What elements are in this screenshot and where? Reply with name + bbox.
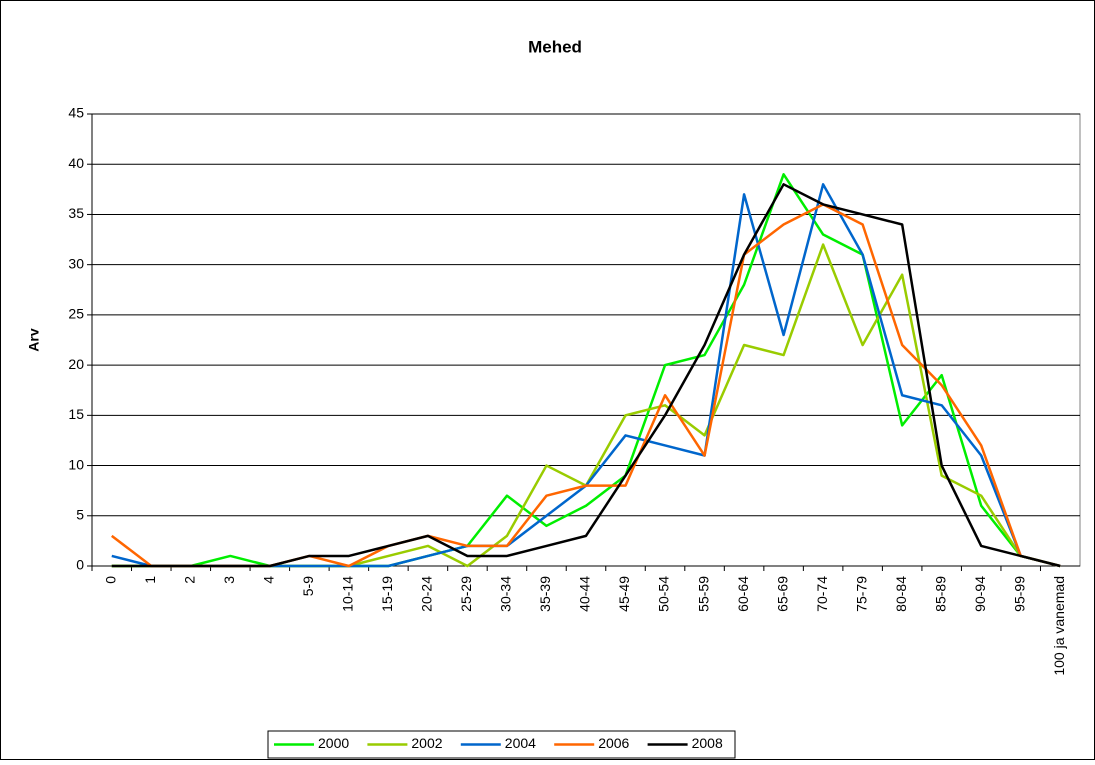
y-tick-label: 0 <box>76 557 84 573</box>
y-tick-label: 45 <box>68 105 84 121</box>
legend-label: 2002 <box>411 735 442 751</box>
legend-label: 2000 <box>318 735 349 751</box>
x-tick-label: 2 <box>182 576 198 584</box>
x-tick-label: 30-34 <box>498 576 514 612</box>
x-tick-label: 60-64 <box>735 576 751 612</box>
x-tick-label: 3 <box>221 576 237 584</box>
x-tick-label: 0 <box>102 576 118 584</box>
x-tick-label: 80-84 <box>893 576 909 612</box>
y-tick-label: 15 <box>68 406 84 422</box>
x-tick-label: 10-14 <box>340 576 356 612</box>
x-tick-label: 100 ja vanemad <box>1051 576 1067 676</box>
x-tick-label: 20-24 <box>419 576 435 612</box>
chart-title: Mehed <box>528 37 582 56</box>
x-tick-label: 55-59 <box>695 576 711 612</box>
x-tick-label: 45-49 <box>616 576 632 612</box>
x-tick-label: 15-19 <box>379 576 395 612</box>
x-tick-label: 1 <box>142 576 158 584</box>
x-tick-label: 35-39 <box>537 576 553 612</box>
series-line <box>111 183 1061 568</box>
x-tick-label: 40-44 <box>577 576 593 612</box>
legend-label: 2008 <box>692 735 723 751</box>
y-tick-label: 25 <box>68 306 84 322</box>
legend-label: 2004 <box>505 735 536 751</box>
y-tick-label: 5 <box>76 506 84 522</box>
legend-label: 2006 <box>598 735 629 751</box>
y-tick-label: 10 <box>68 456 84 472</box>
y-tick-label: 40 <box>68 155 84 171</box>
y-axis-label: Arv <box>26 328 42 352</box>
x-tick-label: 4 <box>261 576 277 584</box>
x-tick-label: 65-69 <box>774 576 790 612</box>
y-tick-label: 35 <box>68 205 84 221</box>
plot-area <box>91 113 1081 567</box>
x-tick-label: 70-74 <box>814 576 830 612</box>
x-tick-label: 95-99 <box>1011 576 1027 612</box>
x-tick-label: 25-29 <box>458 576 474 612</box>
x-tick-label: 50-54 <box>656 576 672 612</box>
x-tick-label: 5-9 <box>300 576 316 596</box>
x-tick-label: 90-94 <box>972 576 988 612</box>
x-tick-label: 75-79 <box>853 576 869 612</box>
y-tick-label: 20 <box>68 356 84 372</box>
x-tick-label: 85-89 <box>932 576 948 612</box>
y-tick-label: 30 <box>68 255 84 271</box>
